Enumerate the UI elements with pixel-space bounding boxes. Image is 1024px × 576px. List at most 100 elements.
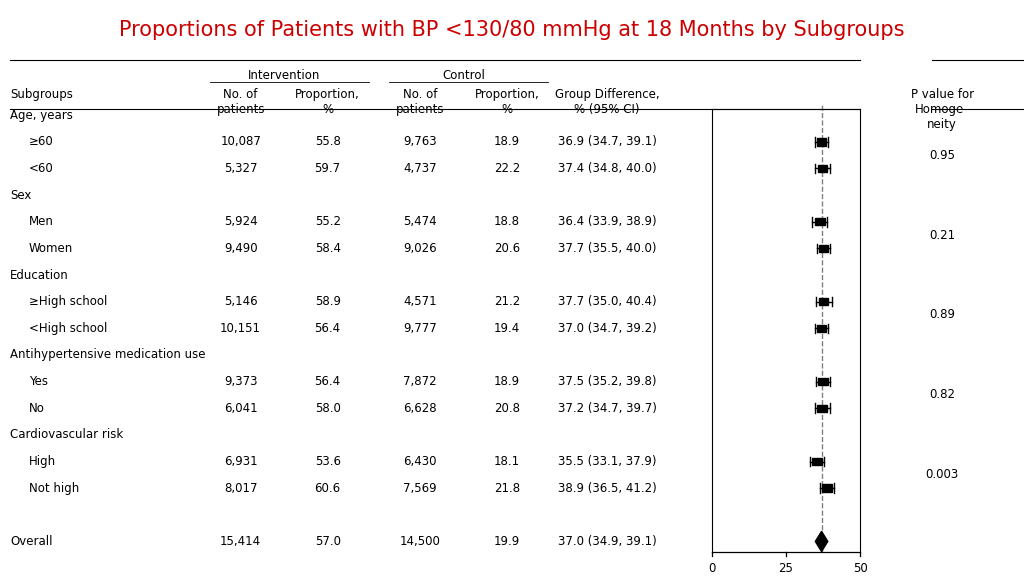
Text: Antihypertensive medication use: Antihypertensive medication use [10, 348, 206, 362]
Text: No: No [29, 401, 45, 415]
Text: 7,872: 7,872 [403, 375, 436, 388]
Text: Not high: Not high [29, 482, 79, 495]
Text: Group Difference,
% (95% CI): Group Difference, % (95% CI) [555, 88, 659, 116]
Text: Age, years: Age, years [10, 109, 73, 122]
Text: Intervention: Intervention [248, 69, 321, 82]
Text: Proportions of Patients with BP <130/80 mmHg at 18 Months by Subgroups: Proportions of Patients with BP <130/80 … [119, 20, 905, 40]
Text: 37.0 (34.7, 39.2): 37.0 (34.7, 39.2) [558, 322, 656, 335]
Text: 56.4: 56.4 [314, 322, 341, 335]
Text: Sex: Sex [10, 188, 32, 202]
Polygon shape [816, 138, 826, 146]
Text: 19.4: 19.4 [494, 322, 520, 335]
Text: 18.1: 18.1 [494, 455, 520, 468]
Text: 37.4 (34.8, 40.0): 37.4 (34.8, 40.0) [558, 162, 656, 175]
Text: 14,500: 14,500 [399, 535, 440, 548]
Text: 0.21: 0.21 [929, 229, 955, 241]
Text: 0.95: 0.95 [929, 149, 955, 162]
Polygon shape [822, 484, 831, 492]
Text: 19.9: 19.9 [494, 535, 520, 548]
Text: 5,146: 5,146 [224, 295, 257, 308]
Text: Proportion,
%: Proportion, % [474, 88, 540, 116]
Text: Overall: Overall [10, 535, 53, 548]
Text: No. of
patients: No. of patients [216, 88, 265, 116]
Text: 59.7: 59.7 [314, 162, 341, 175]
Text: <High school: <High school [29, 322, 108, 335]
Text: 36.4 (33.9, 38.9): 36.4 (33.9, 38.9) [558, 215, 656, 228]
Text: No. of
patients: No. of patients [395, 88, 444, 116]
Text: 55.8: 55.8 [314, 135, 341, 149]
Text: Control: Control [442, 69, 484, 82]
Text: 5,474: 5,474 [403, 215, 436, 228]
Text: 8,017: 8,017 [224, 482, 257, 495]
Text: Cardiovascular risk: Cardiovascular risk [10, 429, 124, 441]
Text: 9,373: 9,373 [224, 375, 257, 388]
Text: 55.2: 55.2 [314, 215, 341, 228]
Text: Men: Men [29, 215, 53, 228]
Text: 37.7 (35.0, 40.4): 37.7 (35.0, 40.4) [558, 295, 656, 308]
Polygon shape [817, 325, 826, 332]
Text: 37.0 (34.9, 39.1): 37.0 (34.9, 39.1) [558, 535, 656, 548]
Text: 20.6: 20.6 [494, 242, 520, 255]
Text: Subgroups: Subgroups [10, 88, 73, 101]
Text: 37.7 (35.5, 40.0): 37.7 (35.5, 40.0) [558, 242, 656, 255]
Text: 9,763: 9,763 [403, 135, 436, 149]
Text: 25: 25 [778, 562, 794, 575]
Text: 22.2: 22.2 [494, 162, 520, 175]
Text: 9,026: 9,026 [403, 242, 436, 255]
Text: 18.8: 18.8 [494, 215, 520, 228]
Text: 4,571: 4,571 [403, 295, 436, 308]
Text: 20.8: 20.8 [494, 401, 520, 415]
Text: 0: 0 [708, 562, 716, 575]
Text: 53.6: 53.6 [314, 455, 341, 468]
Text: 9,490: 9,490 [224, 242, 257, 255]
Text: 18.9: 18.9 [494, 135, 520, 149]
Text: 37.2 (34.7, 39.7): 37.2 (34.7, 39.7) [558, 401, 656, 415]
Text: 35.5 (33.1, 37.9): 35.5 (33.1, 37.9) [558, 455, 656, 468]
Text: 50: 50 [853, 562, 867, 575]
Text: 58.4: 58.4 [314, 242, 341, 255]
Polygon shape [815, 218, 824, 225]
Text: P value for
Homoge-
neity: P value for Homoge- neity [910, 88, 974, 131]
Text: 9,777: 9,777 [403, 322, 436, 335]
Text: 6,628: 6,628 [403, 401, 436, 415]
Text: 7,569: 7,569 [403, 482, 436, 495]
Text: 6,931: 6,931 [224, 455, 257, 468]
Text: 21.2: 21.2 [494, 295, 520, 308]
Text: 56.4: 56.4 [314, 375, 341, 388]
Text: High: High [29, 455, 55, 468]
Text: 15,414: 15,414 [220, 535, 261, 548]
Text: ≥60: ≥60 [29, 135, 53, 149]
Polygon shape [819, 245, 828, 252]
Text: 38.9 (36.5, 41.2): 38.9 (36.5, 41.2) [558, 482, 656, 495]
Text: 18.9: 18.9 [494, 375, 520, 388]
Text: 57.0: 57.0 [314, 535, 341, 548]
Text: 58.0: 58.0 [314, 401, 341, 415]
Text: 37.5 (35.2, 39.8): 37.5 (35.2, 39.8) [558, 375, 656, 388]
Text: ≥High school: ≥High school [29, 295, 108, 308]
Text: <60: <60 [29, 162, 53, 175]
Polygon shape [818, 378, 827, 385]
Polygon shape [817, 404, 827, 412]
Text: Women: Women [29, 242, 73, 255]
Text: 5,327: 5,327 [224, 162, 257, 175]
Text: 6,041: 6,041 [224, 401, 257, 415]
Text: 21.8: 21.8 [494, 482, 520, 495]
Text: Education: Education [10, 268, 69, 282]
Text: 36.9 (34.7, 39.1): 36.9 (34.7, 39.1) [558, 135, 656, 149]
Text: Proportion,
%: Proportion, % [295, 88, 360, 116]
Polygon shape [818, 165, 827, 172]
Text: Yes: Yes [29, 375, 48, 388]
Polygon shape [819, 298, 828, 305]
Text: 6,430: 6,430 [403, 455, 436, 468]
Text: 0.89: 0.89 [929, 309, 955, 321]
Text: 10,087: 10,087 [220, 135, 261, 149]
Text: 0.82: 0.82 [929, 388, 955, 401]
Text: 58.9: 58.9 [314, 295, 341, 308]
Text: 60.6: 60.6 [314, 482, 341, 495]
Polygon shape [815, 531, 827, 552]
Polygon shape [812, 458, 822, 465]
Text: 10,151: 10,151 [220, 322, 261, 335]
Text: 0.003: 0.003 [926, 468, 958, 482]
Text: 5,924: 5,924 [224, 215, 257, 228]
Text: 4,737: 4,737 [403, 162, 436, 175]
